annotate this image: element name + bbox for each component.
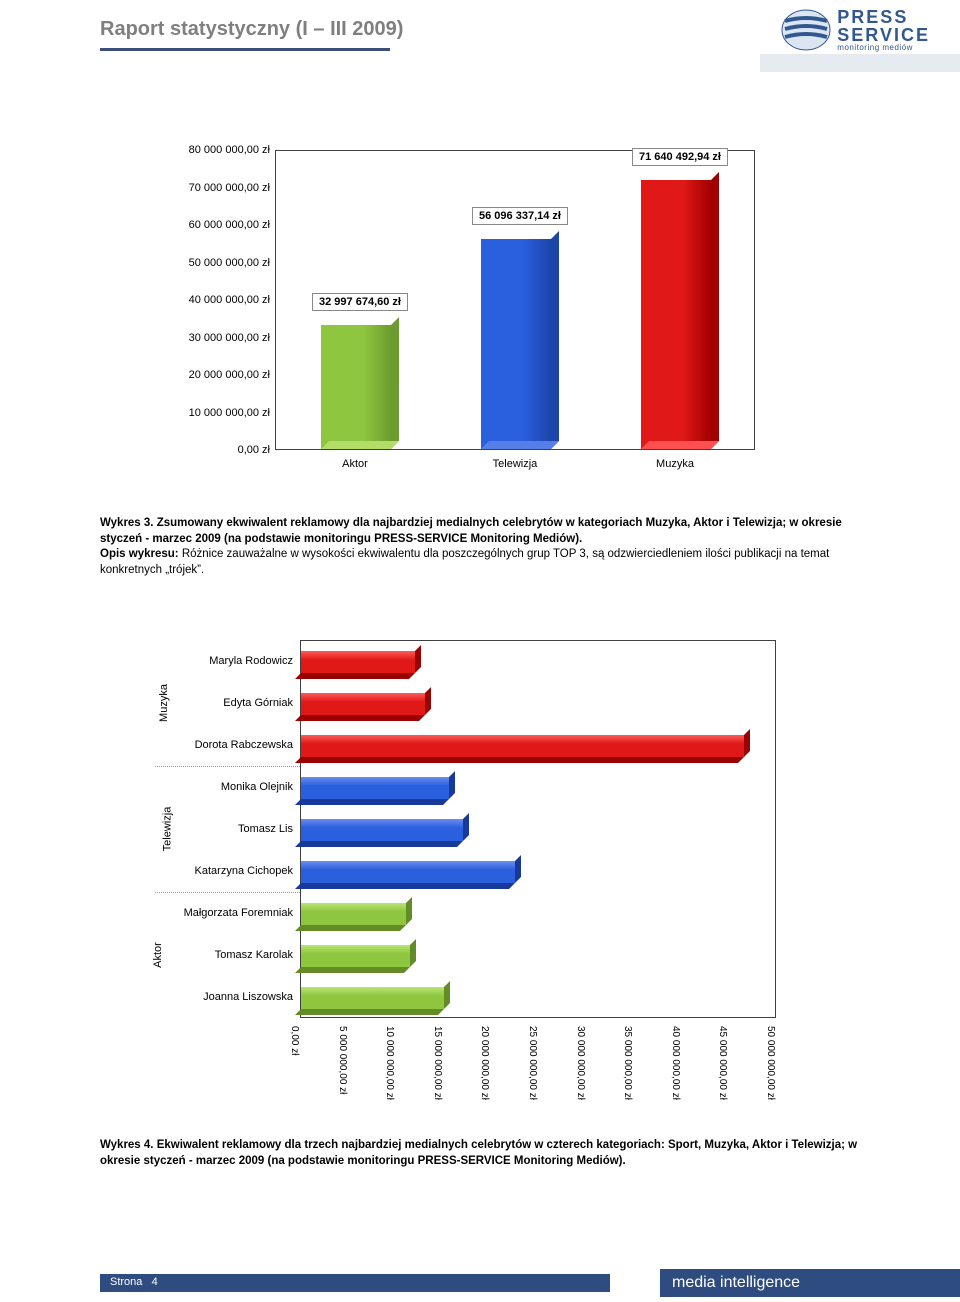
- chart1-xlabel: Telewizja: [435, 458, 595, 470]
- chart2-person-label: Tomasz Karolak: [155, 949, 293, 961]
- chart1-data-label: 32 997 674,60 zł: [312, 293, 408, 311]
- press-service-logo: PRESS SERVICE monitoring mediów: [781, 8, 930, 52]
- chart2-person-label: Maryla Rodowicz: [155, 655, 293, 667]
- chart2-person-label: Edyta Górniak: [155, 697, 293, 709]
- chart1-ytick: 60 000 000,00 zł: [155, 219, 270, 231]
- header-rule: [100, 48, 390, 51]
- footer-page-num: 4: [152, 1276, 158, 1288]
- chart1-caption: Wykres 3. Zsumowany ekwiwalent reklamowy…: [100, 516, 860, 578]
- chart1-opis-text: Różnice zauważalne w wysokości ekwiwalen…: [100, 548, 829, 576]
- page-header: Raport statystyczny (I – III 2009) PRESS…: [0, 0, 960, 65]
- chart1-ytick: 40 000 000,00 zł: [155, 294, 270, 306]
- chart1-vertical-bar: 32 997 674,60 zł 56 096 337,14 zł 71 640 4…: [155, 150, 795, 500]
- chart2-xtick: 50 000 000,00 zł: [765, 1026, 776, 1100]
- chart2-group-label: Telewizja: [161, 807, 173, 852]
- chart1-ytick: 50 000 000,00 zł: [155, 257, 270, 269]
- logo-glyph-icon: [781, 9, 831, 51]
- logo-text: PRESS SERVICE monitoring mediów: [837, 8, 930, 52]
- chart1-xlabel: Muzyka: [595, 458, 755, 470]
- chart1-xlabel: Aktor: [275, 458, 435, 470]
- chart2-group-label: Aktor: [152, 942, 164, 968]
- chart1-ytick: 70 000 000,00 zł: [155, 182, 270, 194]
- chart2-person-label: Dorota Rabczewska: [155, 739, 293, 751]
- chart2-caption: Wykres 4. Ekwiwalent reklamowy dla trzec…: [100, 1138, 860, 1169]
- chart2-xtick: 10 000 000,00 zł: [384, 1026, 395, 1100]
- chart1-data-label: 56 096 337,14 zł: [472, 207, 568, 225]
- logo-text-mid: SERVICE: [837, 26, 930, 44]
- chart1-plot-area: 32 997 674,60 zł 56 096 337,14 zł 71 640 4…: [275, 150, 755, 450]
- logo-text-big: PRESS: [837, 8, 930, 26]
- footer-page-number: Strona 4: [100, 1274, 610, 1292]
- chart2-person-label: Monika Olejnik: [155, 781, 293, 793]
- chart1-ytick: 80 000 000,00 zł: [155, 144, 270, 156]
- logo-text-small: monitoring mediów: [837, 44, 930, 52]
- chart2-person-label: Katarzyna Cichopek: [155, 865, 293, 877]
- chart2-xtick: 40 000 000,00 zł: [670, 1026, 681, 1100]
- chart2-horizontal-bar: Maryla Rodowicz Edyta Górniak Dorota Rabcz…: [155, 640, 795, 1100]
- chart1-ytick: 20 000 000,00 zł: [155, 369, 270, 381]
- header-right-band: [760, 54, 960, 72]
- chart2-xtick: 15 000 000,00 zł: [432, 1026, 443, 1100]
- page-footer: Strona 4 media intelligence: [0, 1256, 960, 1302]
- chart1-ytick: 0,00 zł: [155, 444, 270, 456]
- chart2-xtick: 45 000 000,00 zł: [717, 1026, 728, 1100]
- chart1-bar: [481, 239, 559, 449]
- chart1-ytick: 10 000 000,00 zł: [155, 407, 270, 419]
- chart2-group-label: Muzyka: [158, 684, 170, 722]
- chart2-group-divider: [155, 892, 300, 893]
- chart2-group-divider: [155, 766, 300, 767]
- chart2-xtick: 25 000 000,00 zł: [527, 1026, 538, 1100]
- chart2-person-label: Tomasz Lis: [155, 823, 293, 835]
- chart1-opis-label: Opis wykresu:: [100, 548, 182, 560]
- chart2-xtick: 20 000 000,00 zł: [479, 1026, 490, 1100]
- chart2-plot-area: [300, 640, 776, 1018]
- chart2-xtick: 35 000 000,00 zł: [622, 1026, 633, 1100]
- chart2-caption-title: Wykres 4.: [100, 1139, 157, 1151]
- footer-brand: media intelligence: [660, 1269, 960, 1297]
- chart2-xtick: 30 000 000,00 zł: [575, 1026, 586, 1100]
- chart1-caption-body-bold: Zsumowany ekwiwalent reklamowy dla najba…: [100, 517, 842, 545]
- chart1-bar: [321, 325, 399, 449]
- chart2-person-label: Małgorzata Foremniak: [155, 907, 293, 919]
- chart2-person-label: Joanna Liszowska: [155, 991, 293, 1003]
- chart1-data-label: 71 640 492,94 zł: [632, 148, 728, 166]
- chart1-bar: [641, 180, 719, 449]
- chart2-caption-body: Ekwiwalent reklamowy dla trzech najbardz…: [100, 1139, 857, 1167]
- chart2-xtick: 0,00 zł: [289, 1026, 300, 1055]
- chart1-ytick: 30 000 000,00 zł: [155, 332, 270, 344]
- chart1-caption-title: Wykres 3.: [100, 517, 157, 529]
- chart2-xtick: 5 000 000,00 zł: [337, 1026, 348, 1094]
- footer-page-prefix: Strona: [110, 1276, 142, 1288]
